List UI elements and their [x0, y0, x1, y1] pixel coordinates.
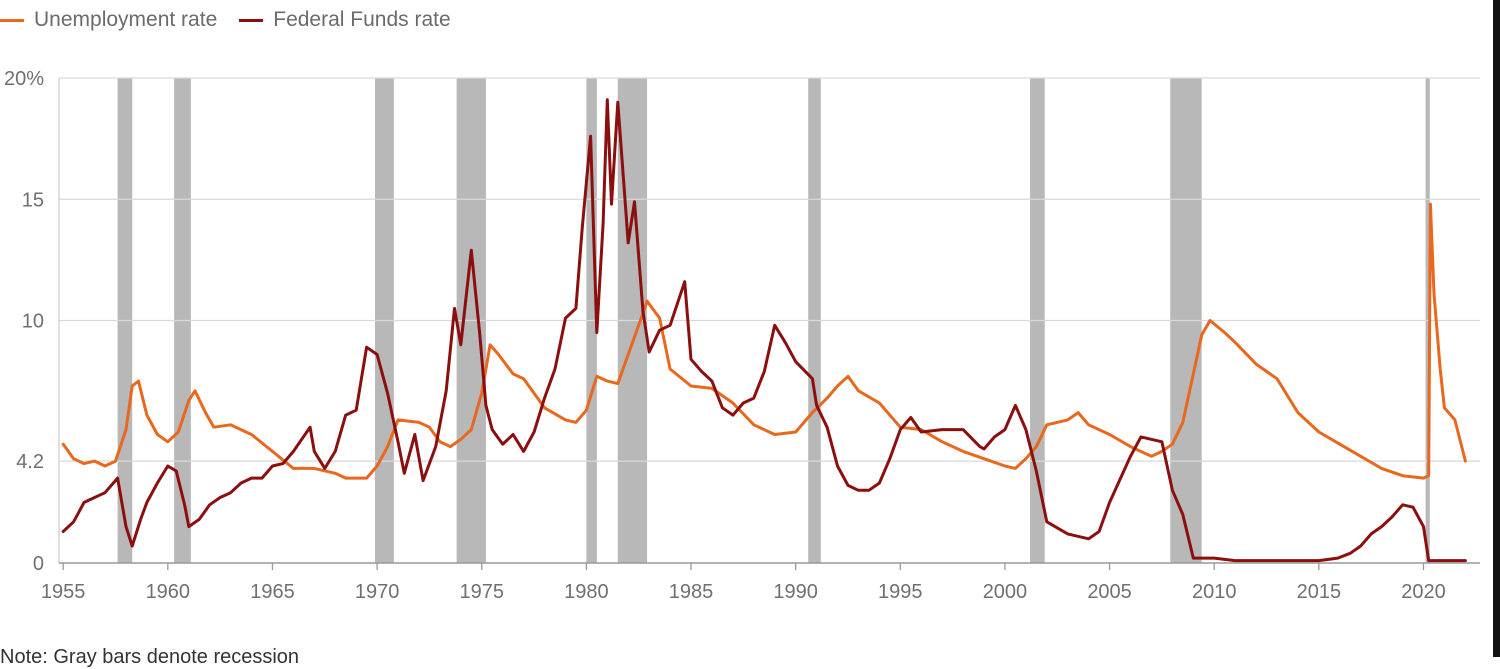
legend-item-unemployment[interactable]: Unemployment rate	[0, 8, 217, 32]
x-tick-label: 1985	[669, 581, 714, 603]
x-tick-label: 2015	[1297, 581, 1342, 603]
x-tick-label: 1980	[564, 581, 609, 603]
legend-swatch-fed-funds	[239, 18, 264, 22]
legend-item-fed-funds[interactable]: Federal Funds rate	[239, 8, 451, 32]
y-tick-label: 4.2	[16, 451, 44, 473]
y-tick-label: 20%	[4, 68, 44, 90]
x-tick-label: 2020	[1401, 581, 1446, 603]
chart-note: Note: Gray bars denote recession	[0, 646, 300, 668]
series-line-fed-funds	[61, 98, 1467, 563]
x-tick-label: 1970	[355, 581, 400, 603]
series-line-unemployment	[61, 202, 1467, 480]
axes: 0 4.2 10 15 20% 1955 1960 1965 1970 1975 1980 1985 1…	[4, 68, 1480, 603]
x-tick-label: 2005	[1087, 581, 1132, 603]
x-tick-label: 1955	[41, 581, 86, 603]
window-edge	[1493, 0, 1500, 657]
series-lines	[61, 98, 1467, 563]
x-tick-label: 1990	[773, 581, 818, 603]
legend-label-fed-funds: Federal Funds rate	[273, 8, 451, 31]
legend-label-unemployment: Unemployment rate	[34, 8, 218, 31]
x-tick-label: 2000	[983, 581, 1028, 603]
x-tick-label: 1960	[146, 581, 191, 603]
x-tick-label: 1965	[250, 581, 295, 603]
x-tick-label: 1975	[459, 581, 504, 603]
x-tick-label: 1995	[878, 581, 923, 603]
legend-swatch-unemployment	[0, 18, 24, 22]
grid-lines	[59, 77, 1480, 462]
x-tick-label: 2010	[1192, 581, 1237, 603]
y-tick-label: 15	[22, 189, 44, 211]
y-tick-label: 0	[33, 553, 44, 575]
legend: Unemployment rate Federal Funds rate	[0, 6, 451, 34]
y-tick-label: 10	[22, 311, 44, 333]
